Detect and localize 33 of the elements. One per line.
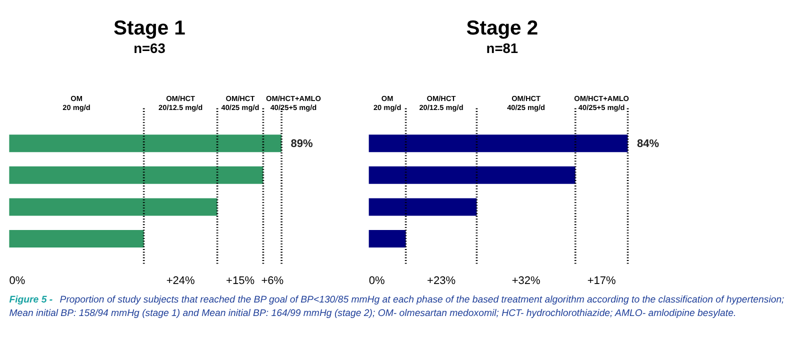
text: 0%	[9, 274, 26, 287]
text: +24%	[166, 274, 196, 287]
bar	[368, 230, 406, 248]
annotation: OM/HCT 40/25 mg/d	[221, 94, 260, 112]
text: +23%	[427, 274, 456, 287]
bar	[368, 198, 477, 216]
chart-subtitle: n=81	[486, 41, 518, 56]
annotation: OM/HCT 20/12.5 mg/d	[158, 94, 203, 112]
annotation: OM/HCT+AMLO 40/25+5 mg/d	[266, 94, 322, 112]
text: Proportion of study subjects that reached the BP goal of BP<130/85 mmHg at each phase of the based treatment algorithm according to the classification of hypertension;	[60, 294, 785, 306]
text: +15%	[226, 274, 255, 287]
bar	[368, 134, 628, 152]
text: Mean initial BP: 158/94 mmHg (stage 1) and Mean initial BP: 164/99 mmHg (stage 2); OM- olmesartan medoxomil; HCT- hydrochlorothiazide; AMLO- amlodipine besylate.	[9, 308, 736, 320]
annotation: OM 20 mg/d	[373, 94, 402, 112]
text: +32%	[512, 274, 540, 287]
text: +6%	[261, 274, 284, 287]
data-label: 89%	[290, 138, 314, 150]
annotation: OM/HCT 40/25 mg/d	[507, 94, 546, 112]
caption: Figure 5 -	[9, 294, 53, 306]
chart-title: Stage 2	[466, 18, 538, 40]
bar	[9, 198, 218, 216]
annotation: OM/HCT 20/12.5 mg/d	[419, 94, 464, 112]
chart-title: Stage 1	[114, 18, 186, 40]
data-label: 84%	[636, 138, 660, 150]
bar	[9, 134, 282, 152]
bar	[368, 166, 576, 184]
chart-subtitle: n=63	[134, 41, 166, 56]
annotation: OM/HCT+AMLO 40/25+5 mg/d	[574, 94, 630, 112]
bar	[9, 230, 144, 248]
text: +17%	[587, 274, 616, 287]
text: 0%	[368, 274, 385, 287]
bar	[9, 166, 264, 184]
annotation: OM 20 mg/d	[62, 94, 90, 112]
